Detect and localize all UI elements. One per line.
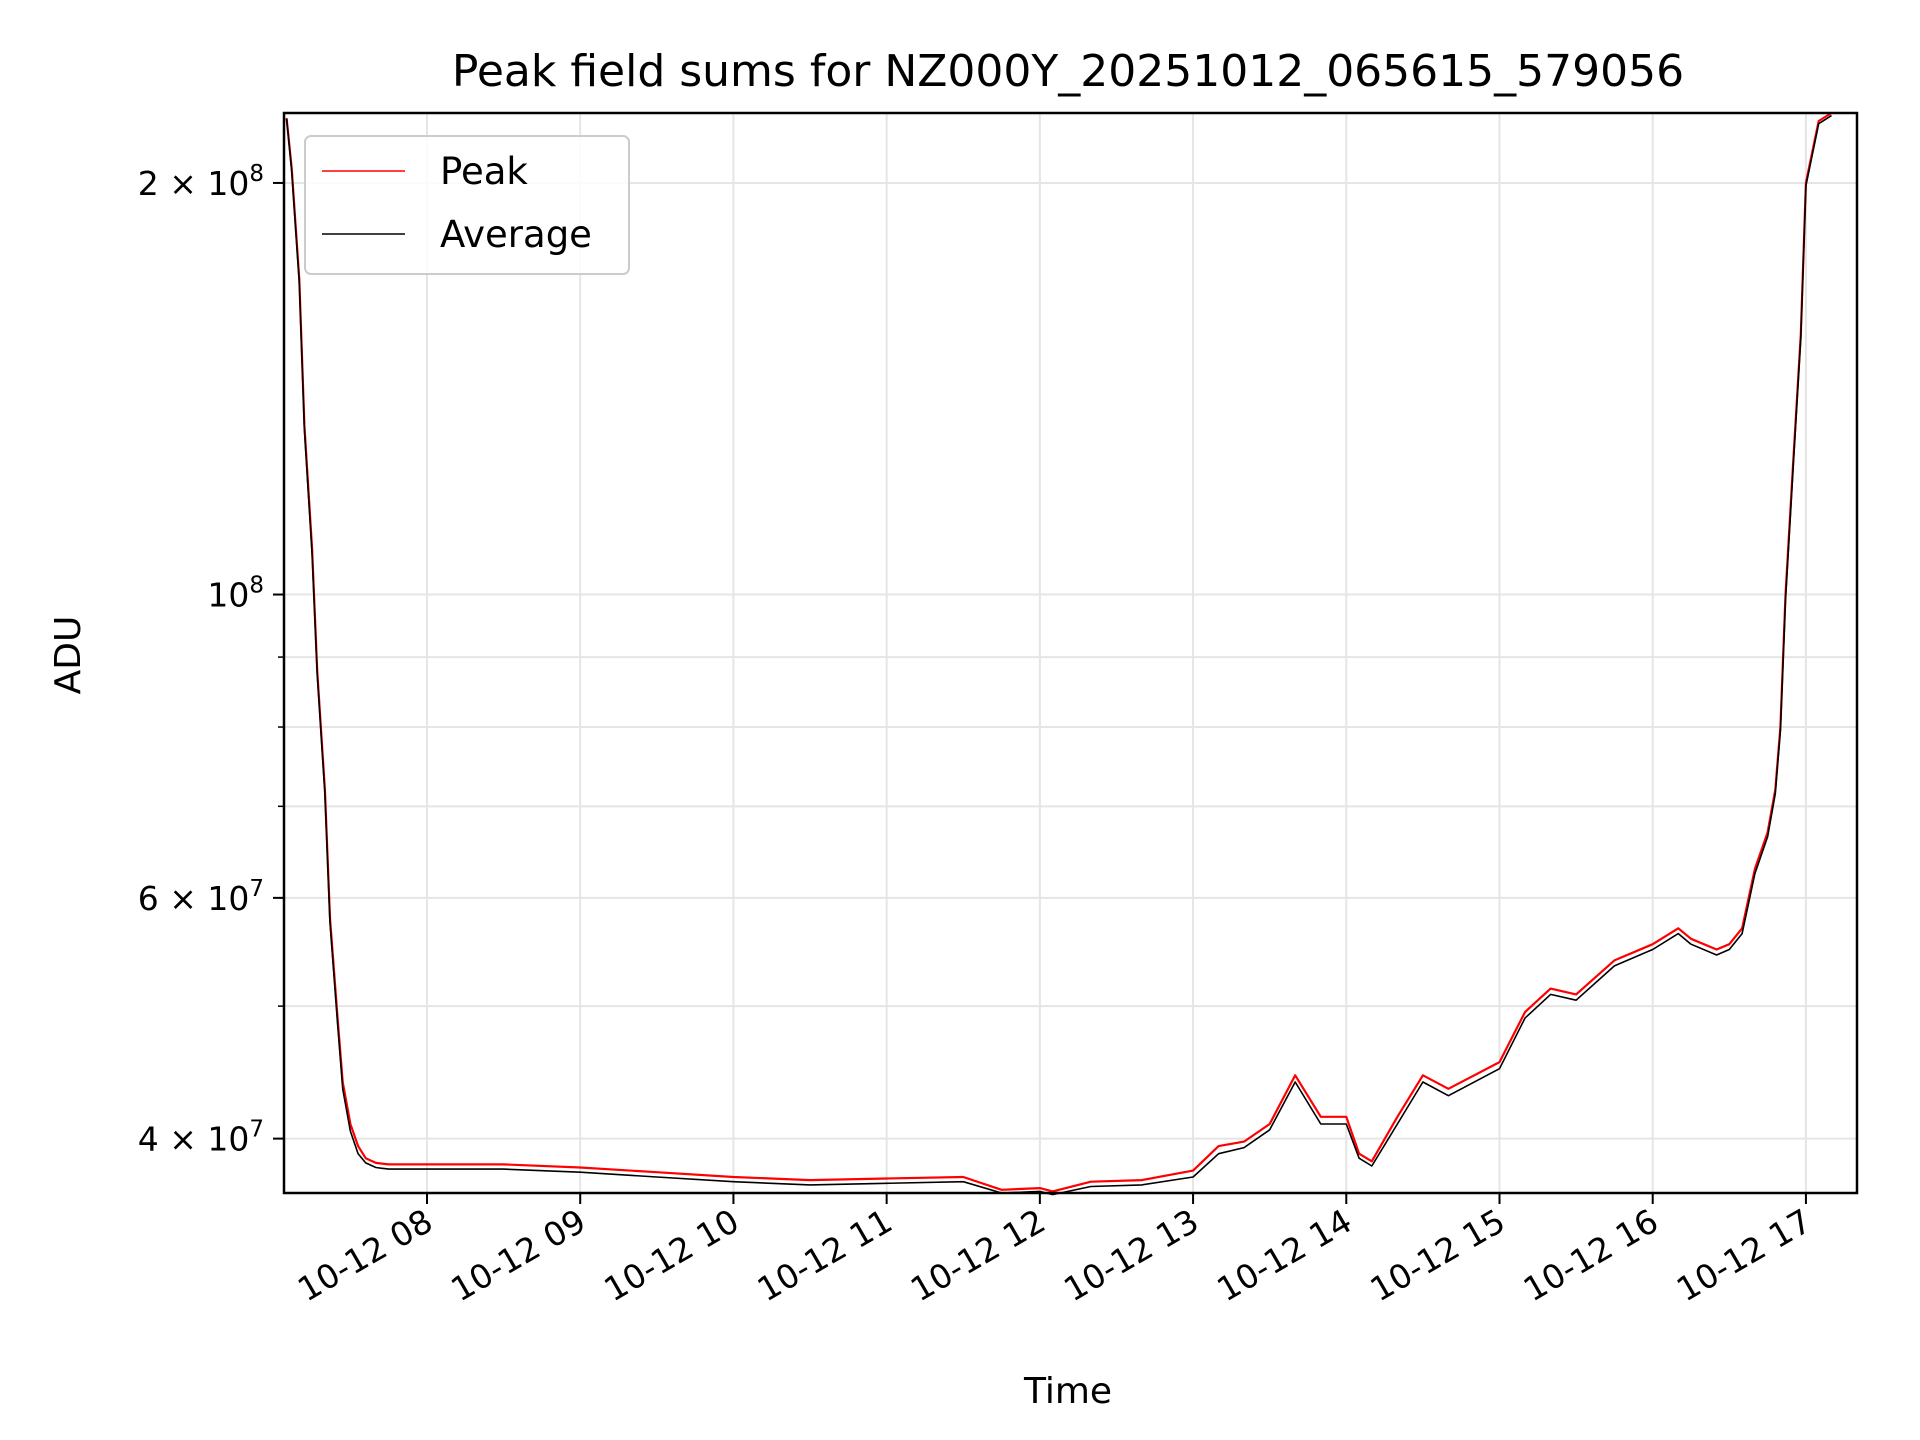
grid [284, 113, 1857, 1193]
series-line-peak [285, 112, 1833, 1193]
y-tick-label: 4 × 107 [138, 1117, 264, 1159]
legend-label-peak: Peak [440, 150, 528, 193]
y-axis-label: ADU [48, 616, 89, 695]
y-tick-label: 6 × 107 [138, 876, 264, 918]
legend: Peak Average [304, 135, 630, 275]
series-line-average [285, 114, 1832, 1196]
y-tick-label: 2 × 108 [138, 161, 264, 203]
series-lines [285, 112, 1833, 1196]
y-tick-label: 108 [207, 573, 264, 615]
legend-label-average: Average [440, 213, 592, 256]
chart-title: Peak field sums for NZ000Y_20251012_0656… [452, 46, 1684, 97]
y-axis: 4 × 107 6 × 107 108 2 × 108 [138, 161, 284, 1159]
plot-frame [282, 111, 1859, 1195]
x-axis-label: Time [1023, 1371, 1112, 1412]
